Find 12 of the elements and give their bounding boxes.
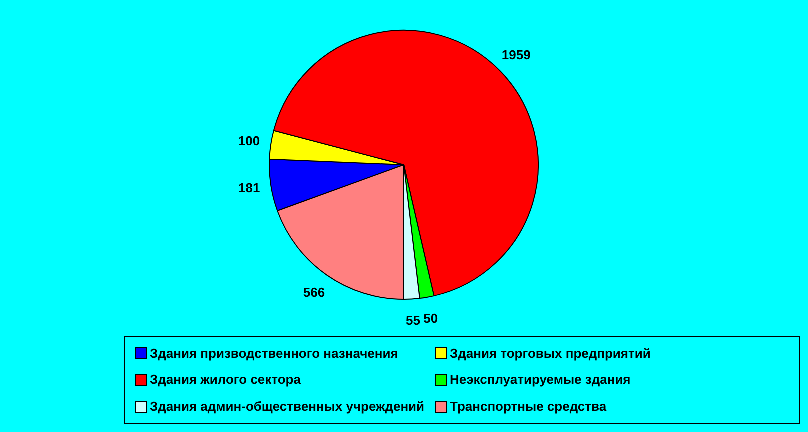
data-label: 55 — [406, 312, 421, 328]
legend-label: Здания призводственного назначения — [150, 346, 398, 361]
data-label: 100 — [238, 133, 260, 148]
data-label: 1959 — [502, 48, 531, 63]
legend-label: Здания торговых предприятий — [450, 346, 651, 361]
legend-label: Транспортные средства — [450, 399, 607, 414]
legend-label: Здания админ-общественных учреждений — [150, 399, 425, 414]
data-label: 566 — [303, 284, 326, 300]
legend-label: Неэксплуатируемые здания — [450, 372, 631, 388]
legend-label: Здания жилого сектора — [150, 372, 301, 388]
data-label: 181 — [238, 180, 260, 196]
data-label: 50 — [424, 310, 438, 326]
